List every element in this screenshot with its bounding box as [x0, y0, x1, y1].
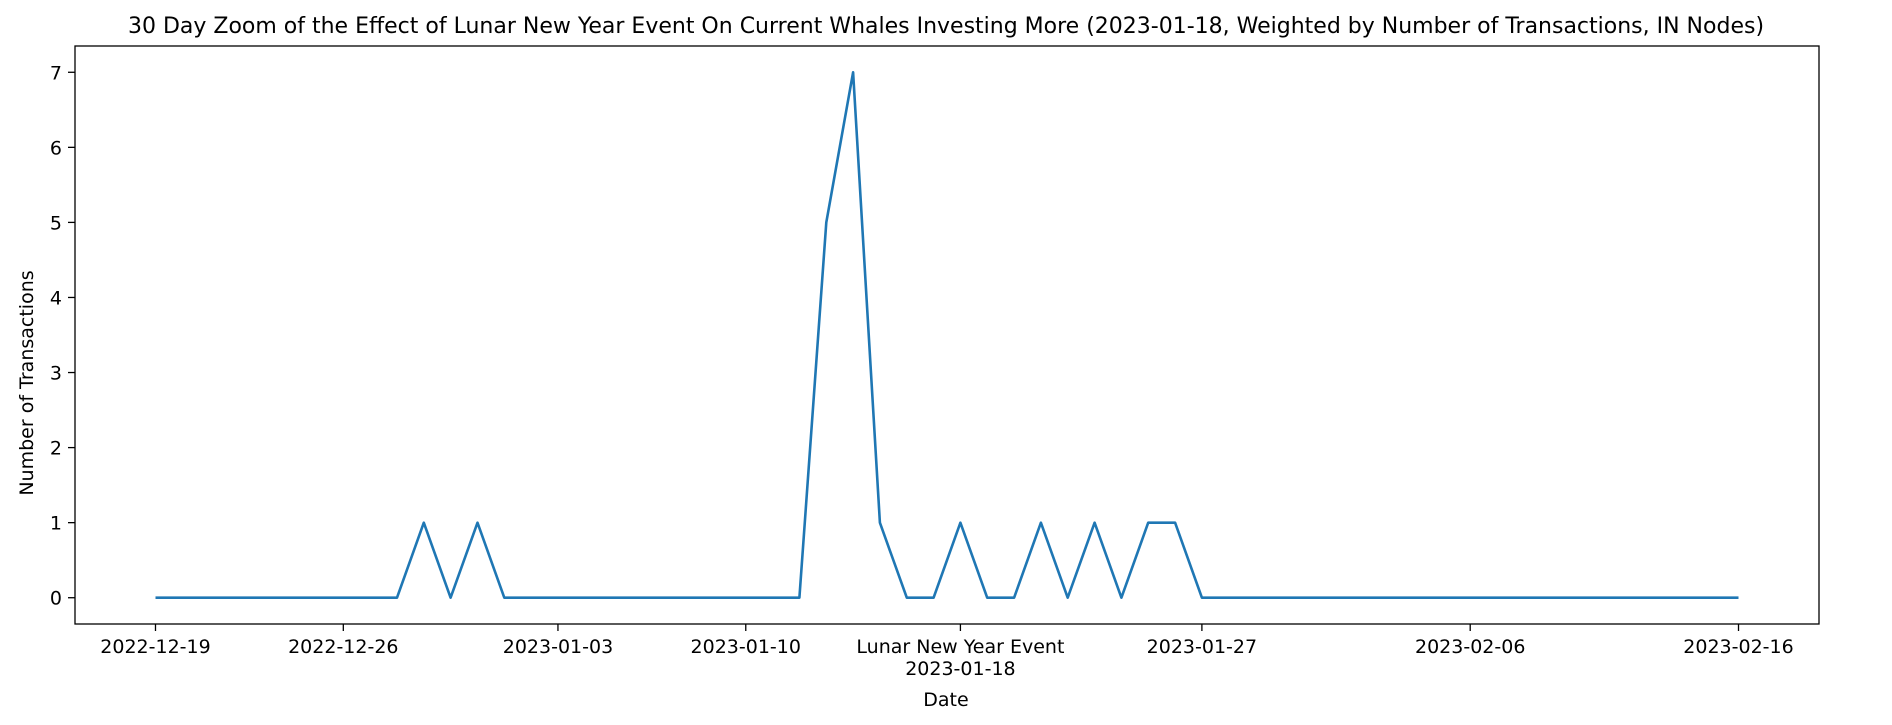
y-tick-label: 5 — [50, 212, 62, 234]
x-axis-label: Date — [923, 689, 968, 711]
series-line — [155, 71, 1739, 600]
x-tick-label: 2023-02-16 — [1683, 636, 1793, 658]
x-tick-label: 2023-02-06 — [1415, 636, 1525, 658]
event-label: Lunar New Year Event — [856, 636, 1064, 658]
plot-frame — [74, 45, 1820, 625]
y-tick-label: 4 — [50, 287, 62, 309]
plot-area: 0 1 2 3 4 5 6 7 2022-12-19 2022-12-26 2023-01-03 20… — [50, 45, 1820, 680]
x-tick-label: 2023-01-10 — [691, 636, 801, 658]
y-tick-label: 0 — [50, 588, 62, 610]
y-tick-label: 6 — [50, 137, 62, 159]
y-tick-label: 1 — [50, 513, 62, 535]
x-tick-label: 2023-01-27 — [1147, 636, 1257, 658]
x-tick-label: 2023-01-03 — [503, 636, 613, 658]
y-axis-label: Number of Transactions — [16, 270, 38, 495]
x-tick-label: 2022-12-19 — [100, 636, 210, 658]
x-tick-label: 2023-01-18 — [905, 658, 1015, 680]
x-tick-label: 2022-12-26 — [288, 636, 398, 658]
chart-title: 30 Day Zoom of the Effect of Lunar New Y… — [128, 14, 1764, 39]
y-tick-label: 2 — [50, 438, 62, 460]
y-tick-label: 7 — [50, 62, 62, 84]
y-tick-label: 3 — [50, 363, 62, 385]
